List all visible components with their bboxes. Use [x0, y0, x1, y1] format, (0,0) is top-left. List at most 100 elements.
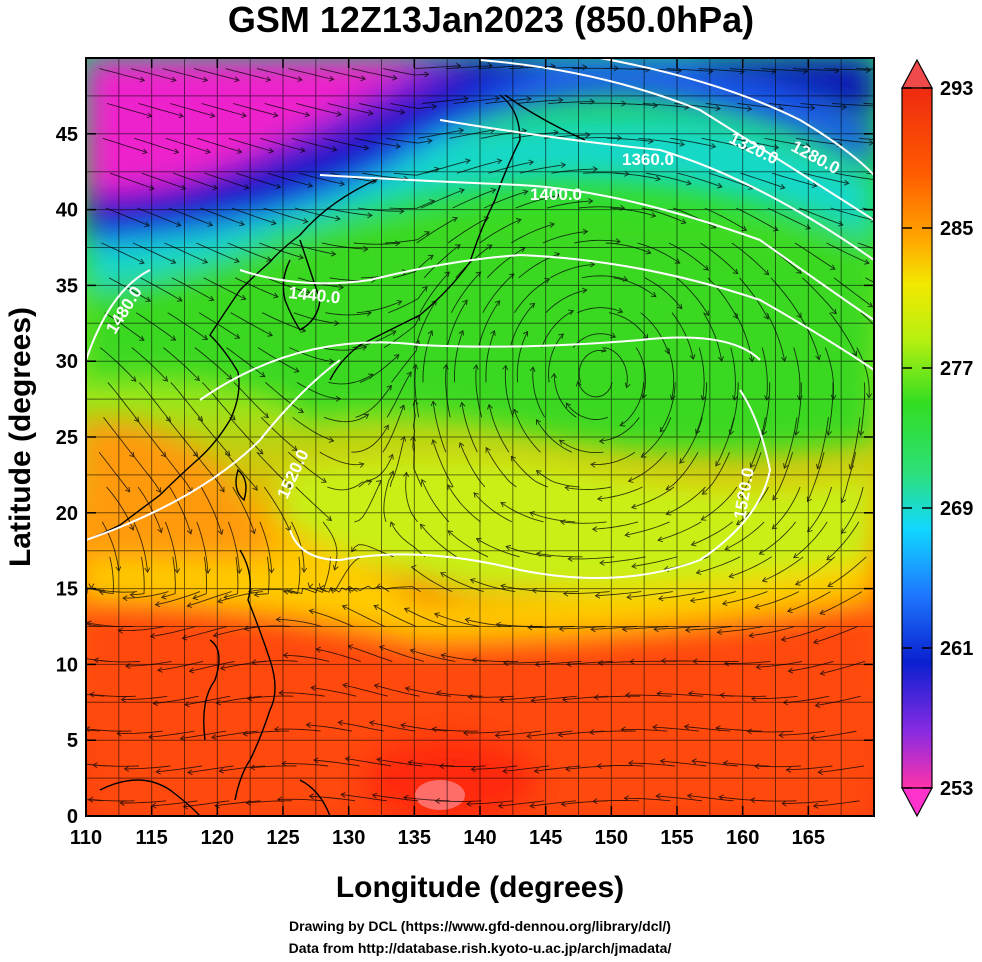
streamline [309, 556, 331, 593]
streamline [509, 65, 556, 70]
streamline-arrow [617, 307, 624, 314]
streamline [471, 765, 518, 770]
streamline-arrow [779, 183, 786, 190]
streamline-arrow [234, 76, 240, 83]
streamline-arrow [494, 300, 501, 306]
streamline-arrow [422, 285, 428, 292]
streamline [217, 591, 264, 603]
lat-lon-grid [86, 58, 874, 816]
streamline-arrow [522, 330, 529, 337]
streamline [231, 207, 277, 225]
streamline [184, 695, 231, 706]
streamline [595, 591, 642, 597]
streamline [562, 695, 609, 701]
streamline-arrow [503, 660, 509, 667]
streamline-arrow [304, 111, 311, 118]
streamline [187, 765, 234, 774]
streamline [233, 382, 269, 418]
streamline [794, 242, 836, 270]
streamline [720, 694, 767, 697]
streamline [118, 626, 165, 632]
streamline-arrow [558, 333, 564, 339]
streamline-arrow [843, 179, 850, 186]
streamline [611, 103, 658, 107]
colorbar-label-285: 285 [940, 218, 973, 240]
streamline-arrow [180, 184, 187, 191]
streamline [354, 137, 401, 148]
streamline [102, 137, 148, 153]
streamline-arrow [664, 348, 671, 355]
streamline-arrow [676, 303, 683, 310]
streamline-arrow [519, 246, 526, 253]
streamline-arrow [328, 75, 335, 82]
streamline-arrow [724, 545, 731, 551]
streamline [771, 172, 817, 187]
streamline-arrow [781, 800, 787, 807]
streamline [701, 486, 738, 521]
streamline-arrow [575, 380, 582, 387]
streamline [652, 726, 699, 732]
streamline-arrow [273, 292, 279, 299]
streamline-arrow [622, 276, 629, 282]
streamline-arrow [160, 593, 167, 600]
credit-drawing: Drawing by DCL (https://www.gfd-dennou.o… [289, 918, 671, 934]
streamline [637, 242, 680, 264]
streamline [223, 556, 239, 599]
streamline [536, 470, 580, 488]
streamline-arrow [494, 95, 501, 102]
streamline-arrow [508, 273, 515, 279]
streamline [140, 277, 183, 302]
streamline-arrow [772, 226, 779, 232]
streamline-arrow [162, 375, 169, 382]
streamline [267, 172, 313, 187]
streamline-arrow [342, 682, 348, 689]
streamline [328, 373, 374, 385]
streamline [671, 312, 694, 360]
streamline-arrow [615, 238, 621, 245]
streamline-arrow [718, 356, 724, 362]
streamline [342, 605, 385, 627]
streamline-arrow [434, 166, 440, 173]
streamline-arrow [212, 632, 219, 638]
streamline [316, 648, 361, 662]
streamline-arrow [253, 591, 260, 598]
streamline [389, 200, 435, 209]
streamline-arrow [175, 221, 182, 228]
streamline [628, 451, 667, 482]
streamline [754, 591, 800, 609]
x-tick-label-115: 115 [136, 827, 168, 849]
streamline-arrow [318, 583, 325, 590]
streamline [214, 800, 261, 807]
streamline-arrow [746, 105, 753, 112]
streamline [404, 608, 448, 627]
streamline-arrow [202, 334, 209, 340]
streamline-arrow [89, 691, 95, 698]
streamline-arrow [173, 148, 180, 155]
streamline-arrow [472, 364, 479, 370]
streamline-arrow [92, 762, 98, 769]
streamline-arrow [307, 582, 314, 589]
streamline-arrow [535, 470, 542, 476]
streamline-arrow [400, 435, 407, 442]
streamline [749, 626, 795, 637]
streamline-arrow [230, 414, 236, 421]
streamline-arrow [54, 723, 59, 728]
streamline-arrow [763, 269, 770, 276]
streamline-arrow [236, 148, 243, 154]
streamline [803, 172, 849, 184]
streamline [412, 436, 423, 488]
streamline-arrow [363, 144, 370, 151]
streamline [420, 524, 457, 558]
streamline [578, 349, 606, 383]
streamline [736, 207, 779, 231]
streamline-arrow [435, 690, 442, 697]
streamline-arrow [641, 392, 647, 399]
streamline-arrow [810, 104, 816, 111]
streamline [475, 364, 483, 418]
streamline-arrow [467, 694, 473, 700]
streamline [589, 730, 636, 733]
streamline-arrow [652, 102, 659, 109]
streamline [369, 721, 416, 732]
streamline-arrow [655, 175, 661, 182]
streamline-arrow [86, 726, 91, 733]
